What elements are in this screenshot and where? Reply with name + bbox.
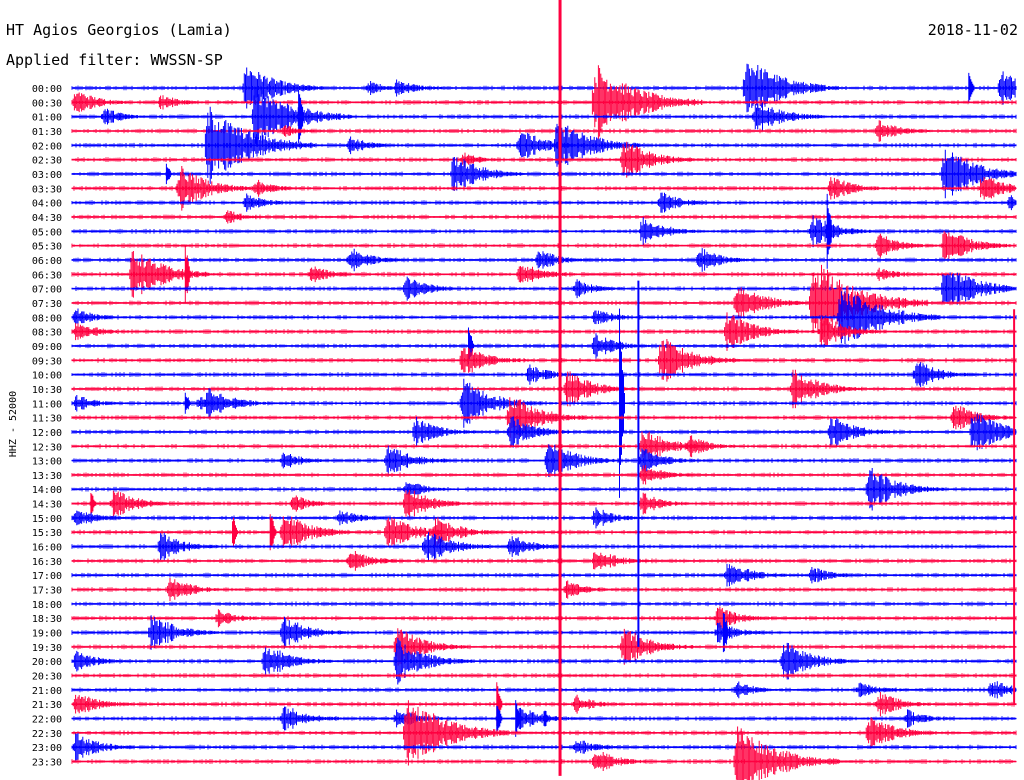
row-label-17: 08:30 (32, 328, 62, 339)
trace-row-30 (71, 507, 1017, 529)
trace-row-45 (71, 700, 1017, 766)
date-label: 2018-11-02 (928, 21, 1018, 39)
row-label-38: 19:00 (32, 629, 62, 640)
row-label-40: 20:00 (32, 657, 62, 668)
trace-row-21 (71, 369, 1017, 409)
row-label-43: 21:30 (32, 700, 62, 711)
row-label-45: 22:30 (32, 729, 62, 740)
overlays-group (558, 0, 1016, 776)
channel-side-label: HHZ - 52000 (8, 391, 19, 457)
trace-row-34 (71, 563, 1017, 587)
row-label-22: 11:00 (32, 399, 62, 410)
trace-row-14 (71, 272, 1017, 305)
row-label-30: 15:00 (32, 514, 62, 525)
trace-row-4 (71, 106, 1017, 184)
row-label-44: 22:00 (32, 715, 62, 726)
trace-row-47 (71, 726, 1017, 780)
row-label-10: 05:00 (32, 227, 62, 238)
trace-row-7 (71, 166, 1017, 211)
trace-row-26 (71, 444, 1017, 477)
row-label-27: 13:30 (32, 471, 62, 482)
trace-row-42 (71, 681, 1017, 699)
row-label-5: 02:30 (32, 156, 62, 167)
row-label-8: 04:00 (32, 199, 62, 210)
row-label-47: 23:30 (32, 758, 62, 769)
row-label-41: 20:30 (32, 672, 62, 683)
trace-row-16 (71, 290, 1017, 344)
row-label-37: 18:30 (32, 614, 62, 625)
trace-row-20 (71, 362, 1017, 387)
row-label-34: 17:00 (32, 571, 62, 582)
filter-label: Applied filter: WWSSN-SP (6, 51, 223, 69)
trace-row-1 (71, 65, 1017, 140)
row-label-12: 06:00 (32, 256, 62, 267)
trace-row-25 (71, 431, 1017, 462)
row-label-26: 13:00 (32, 457, 62, 468)
row-label-23: 11:30 (32, 414, 62, 425)
row-label-15: 07:30 (32, 299, 62, 310)
station-title: HT Agios Georgios (Lamia) (6, 21, 232, 39)
row-label-32: 16:00 (32, 543, 62, 554)
row-label-3: 01:30 (32, 127, 62, 138)
trace-row-12 (71, 248, 1017, 272)
row-label-20: 10:00 (32, 371, 62, 382)
traces-group (71, 63, 1017, 780)
trace-row-22 (71, 308, 1017, 498)
trace-row-41 (71, 673, 1017, 678)
row-label-13: 06:30 (32, 270, 62, 281)
trace-row-13 (71, 245, 1017, 304)
row-label-19: 09:30 (32, 356, 62, 367)
row-label-33: 16:30 (32, 557, 62, 568)
row-label-9: 04:30 (32, 213, 62, 224)
trace-row-29 (71, 489, 1017, 518)
row-label-7: 03:30 (32, 184, 62, 195)
trace-row-24 (71, 413, 1017, 451)
trace-row-36 (71, 601, 1017, 607)
row-label-35: 17:30 (32, 586, 62, 597)
trace-row-43 (71, 682, 1017, 726)
trace-row-38 (71, 613, 1017, 653)
row-label-14: 07:00 (32, 285, 62, 296)
trace-row-33 (71, 551, 1017, 571)
row-label-6: 03:00 (32, 170, 62, 181)
row-label-24: 12:00 (32, 428, 62, 439)
trace-row-40 (71, 637, 1017, 685)
trace-row-31 (71, 514, 1017, 551)
trace-row-8 (71, 192, 1017, 213)
row-label-11: 05:30 (32, 242, 62, 253)
trace-row-17 (71, 312, 1017, 351)
row-label-25: 12:30 (32, 442, 62, 453)
row-label-36: 18:00 (32, 600, 62, 611)
row-label-2: 01:00 (32, 113, 62, 124)
trace-row-9 (71, 210, 1017, 224)
row-label-0: 00:00 (32, 84, 62, 95)
trace-row-2 (71, 86, 1017, 147)
trace-row-39 (71, 628, 1017, 666)
trace-row-46 (71, 733, 1017, 762)
trace-row-5 (71, 141, 1017, 178)
row-label-4: 02:00 (32, 141, 62, 152)
row-label-39: 19:30 (32, 643, 62, 654)
row-label-46: 23:00 (32, 743, 62, 754)
trace-row-19 (71, 339, 1017, 382)
row-label-29: 14:30 (32, 500, 62, 511)
row-label-1: 00:30 (32, 98, 62, 109)
trace-row-28 (71, 468, 1017, 511)
trace-row-23 (71, 397, 1017, 438)
row-label-21: 10:30 (32, 385, 62, 396)
row-label-31: 15:30 (32, 528, 62, 539)
row-label-18: 09:00 (32, 342, 62, 353)
trace-row-10 (71, 193, 1017, 269)
row-label-16: 08:00 (32, 313, 62, 324)
trace-row-6 (71, 149, 1017, 199)
trace-row-11 (71, 231, 1017, 261)
row-label-28: 14:00 (32, 485, 62, 496)
trace-row-35 (71, 578, 1017, 602)
trace-row-3 (71, 120, 1017, 142)
row-label-42: 21:00 (32, 686, 62, 697)
row-labels-group: 00:00 00:30 01:00 01:30 02:00 02:30 03:00 03:30… (32, 84, 62, 769)
trace-row-37 (71, 606, 1017, 630)
